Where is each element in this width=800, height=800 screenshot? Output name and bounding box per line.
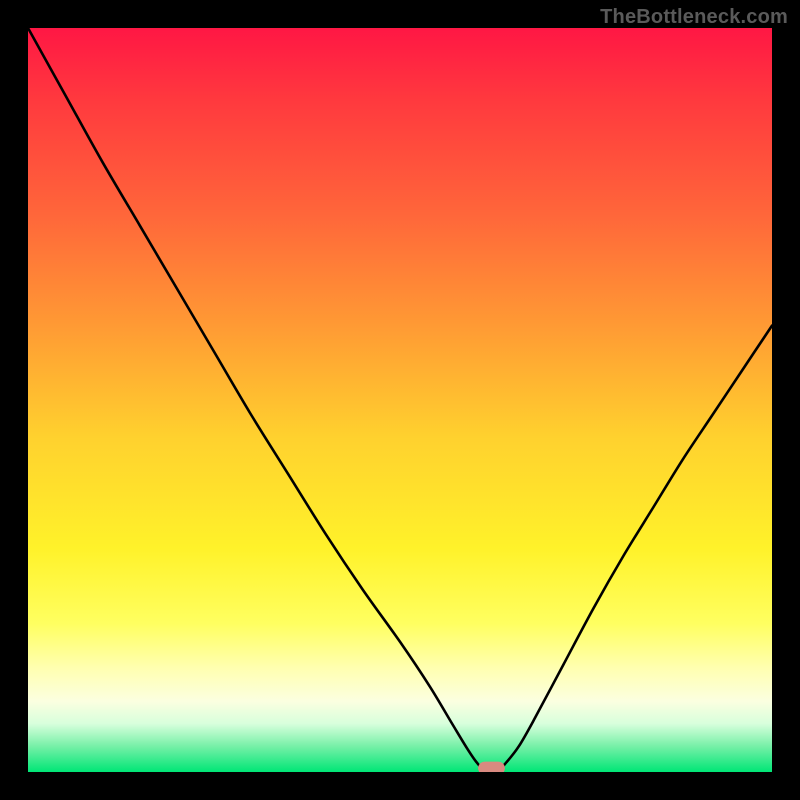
optimal-marker bbox=[478, 762, 505, 772]
plot-area bbox=[28, 28, 772, 772]
chart-background bbox=[28, 28, 772, 772]
chart-svg bbox=[28, 28, 772, 772]
chart-frame: TheBottleneck.com bbox=[0, 0, 800, 800]
watermark-text: TheBottleneck.com bbox=[600, 6, 788, 29]
